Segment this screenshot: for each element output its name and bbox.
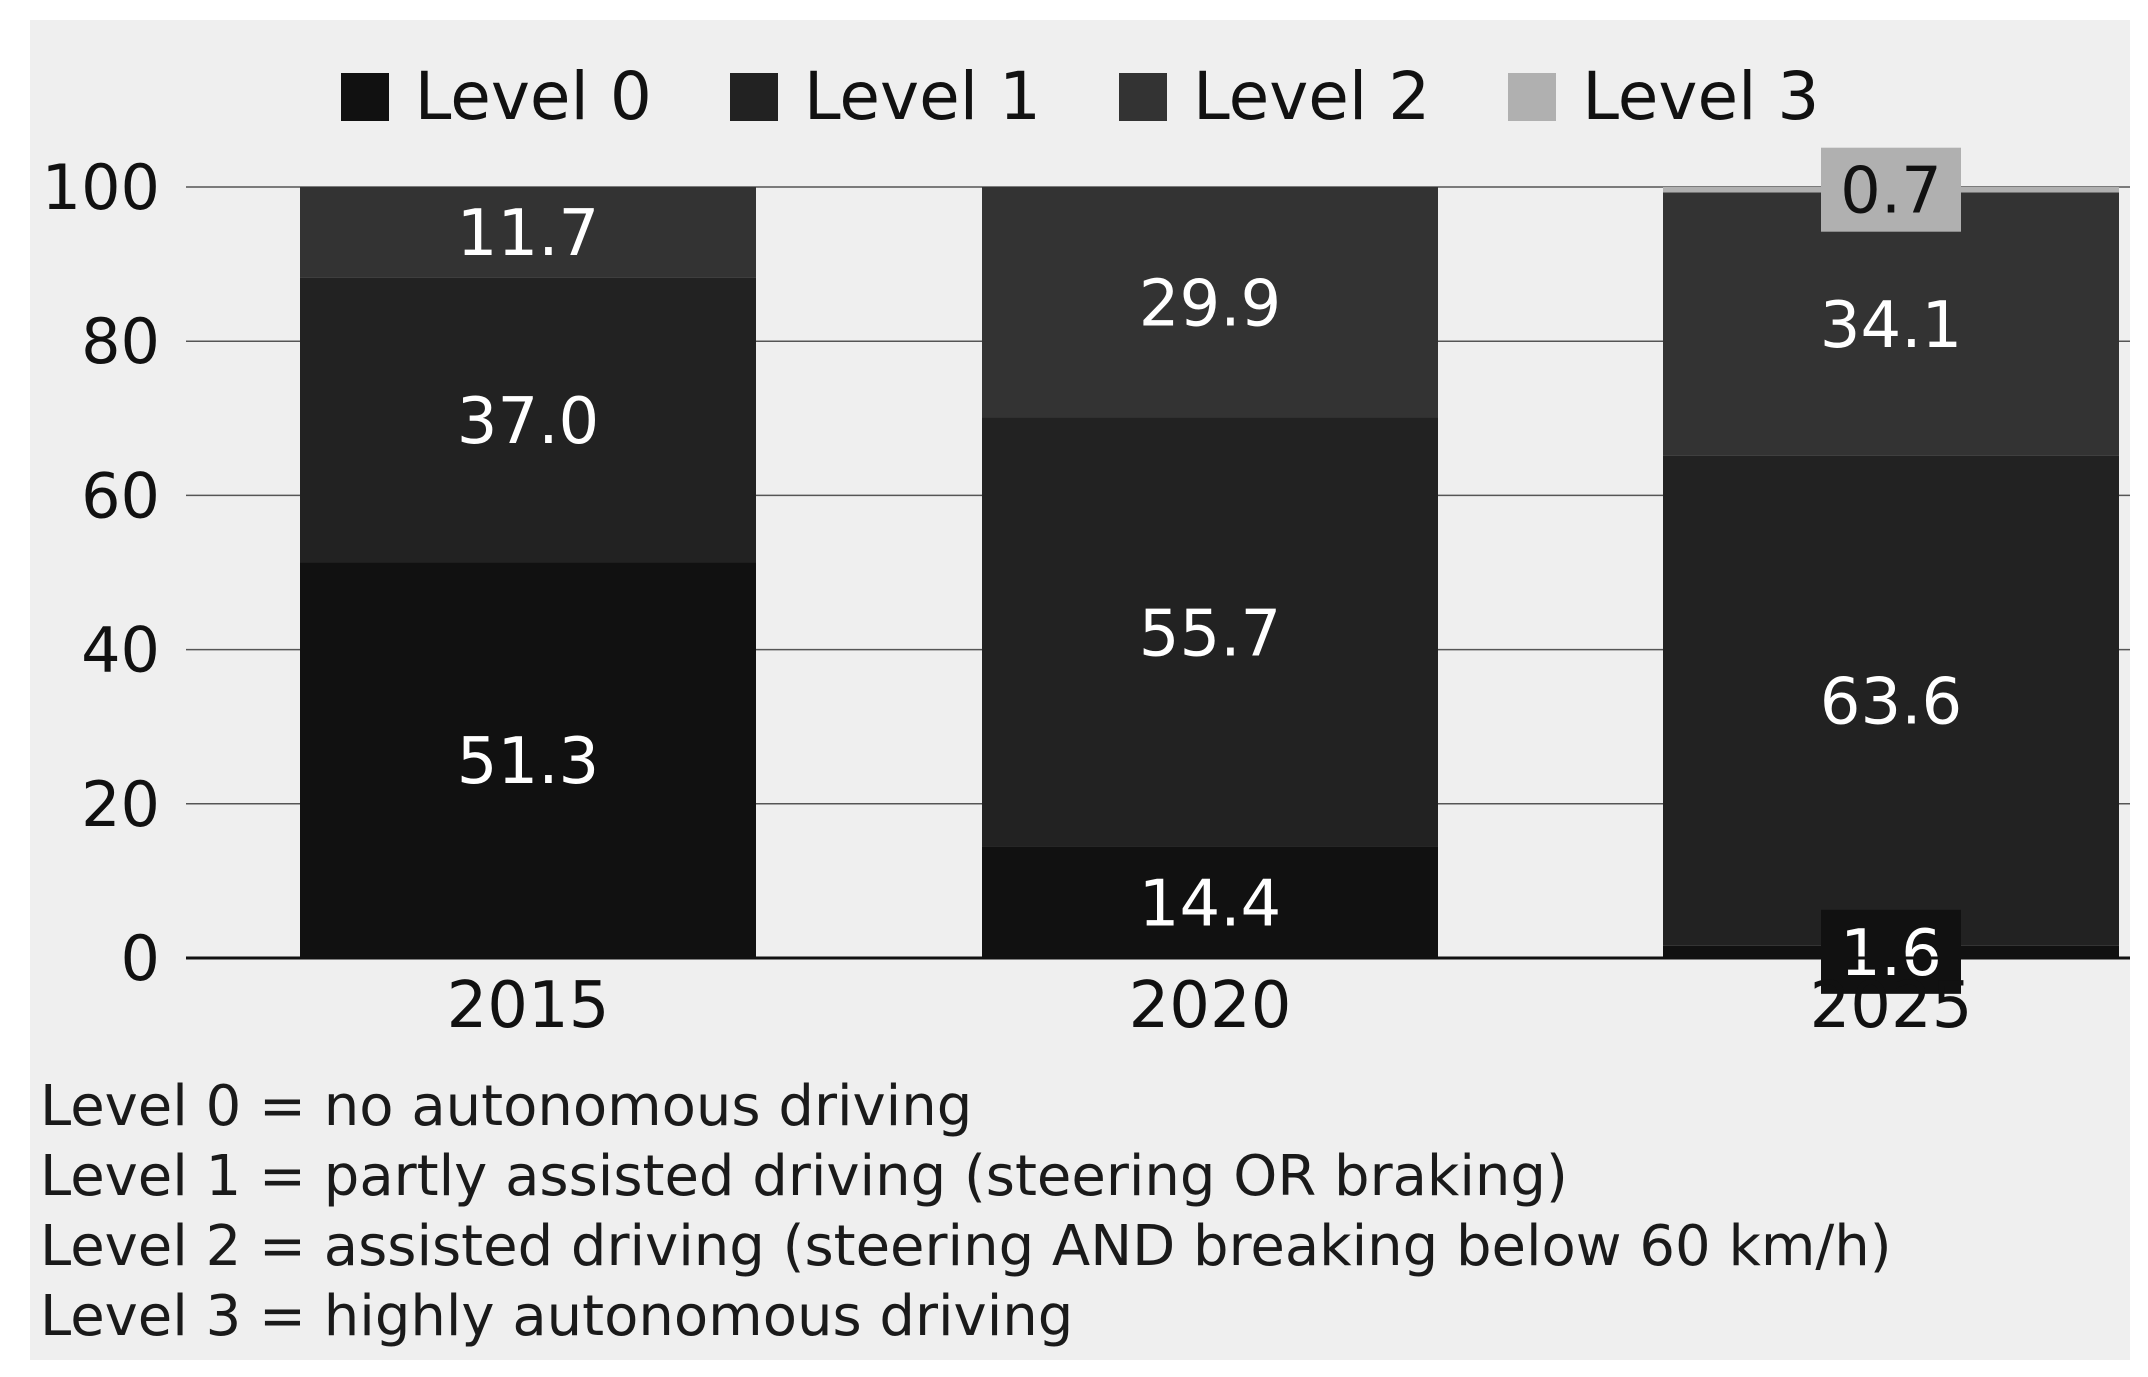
bar-segment bbox=[300, 277, 756, 563]
x-tick-label: 2025 bbox=[1810, 969, 1973, 1043]
bar-segment bbox=[982, 187, 1438, 418]
y-tick-label: 80 bbox=[81, 305, 160, 378]
bar-segment bbox=[1663, 455, 2119, 946]
data-label: 11.7 bbox=[457, 197, 600, 271]
bar-segment bbox=[300, 187, 756, 278]
y-tick-label: 40 bbox=[81, 614, 160, 687]
data-label: 34.1 bbox=[1820, 289, 1963, 363]
bar-segment bbox=[1663, 192, 2119, 456]
chart-frame: 51.3 37.0 11.7 14.4 55.7 29.9 1.6 63.6 34.1 0.7 0… bbox=[30, 20, 2130, 1360]
legend-label: Level 1 bbox=[803, 58, 1041, 135]
data-label: 29.9 bbox=[1139, 267, 1282, 341]
data-label: 14.4 bbox=[1139, 867, 1282, 941]
data-label: 0.7 bbox=[1840, 155, 1942, 229]
y-tick-label: 0 bbox=[121, 922, 160, 995]
y-tick-label: 20 bbox=[81, 768, 160, 841]
legend-swatch bbox=[1508, 73, 1557, 121]
bar-segment bbox=[300, 562, 756, 958]
legend-item: Level 1 bbox=[729, 58, 1041, 135]
data-label: 63.6 bbox=[1820, 665, 1963, 739]
legend-item: Level 3 bbox=[1508, 64, 1819, 130]
axes: 0 20 40 60 80 100 2015 2020 2025 bbox=[42, 151, 2130, 1043]
legend-swatch bbox=[340, 73, 389, 121]
legend: Level 0 Level 1 Level 2 Level 3 bbox=[30, 62, 2130, 132]
bars bbox=[300, 187, 2119, 958]
x-tick-label: 2015 bbox=[447, 969, 610, 1043]
footnote-level-1: Level 1 = partly assisted driving (steer… bbox=[40, 1144, 1568, 1209]
legend-swatch bbox=[729, 73, 778, 121]
data-label: 37.0 bbox=[457, 385, 600, 459]
y-tick-label: 60 bbox=[81, 459, 160, 532]
bar-segment bbox=[982, 417, 1438, 847]
legend-item: Level 2 bbox=[1119, 64, 1430, 130]
data-label: 51.3 bbox=[457, 725, 600, 799]
footnote-level-0: Level 0 = no autonomous driving bbox=[40, 1074, 973, 1139]
legend-item: Level 0 bbox=[340, 58, 652, 135]
data-label-box bbox=[1821, 147, 1961, 232]
footnotes: Level 0 = no autonomous driving Level 1 … bbox=[40, 1072, 1892, 1352]
footnote-level-2: Level 2 = assisted driving (steering AND… bbox=[40, 1214, 1892, 1279]
legend-label: Level 2 bbox=[1193, 58, 1431, 135]
data-label-box bbox=[1821, 909, 1961, 994]
data-labels: 51.3 37.0 11.7 14.4 55.7 29.9 1.6 63.6 34.1 0.7 bbox=[457, 147, 1963, 994]
legend-swatch bbox=[1119, 73, 1167, 121]
legend-label: Level 0 bbox=[414, 58, 652, 135]
bar-segment bbox=[982, 846, 1438, 958]
footnote-level-3: Level 3 = highly autonomous driving bbox=[40, 1284, 1074, 1349]
data-label: 1.6 bbox=[1840, 917, 1942, 991]
y-tick-label: 100 bbox=[42, 151, 160, 224]
data-label: 55.7 bbox=[1139, 597, 1282, 671]
stacked-bar-chart: 51.3 37.0 11.7 14.4 55.7 29.9 1.6 63.6 34.1 0.7 0… bbox=[42, 147, 2130, 1043]
x-tick-label: 2020 bbox=[1129, 969, 1292, 1043]
legend-label: Level 3 bbox=[1582, 58, 1820, 135]
